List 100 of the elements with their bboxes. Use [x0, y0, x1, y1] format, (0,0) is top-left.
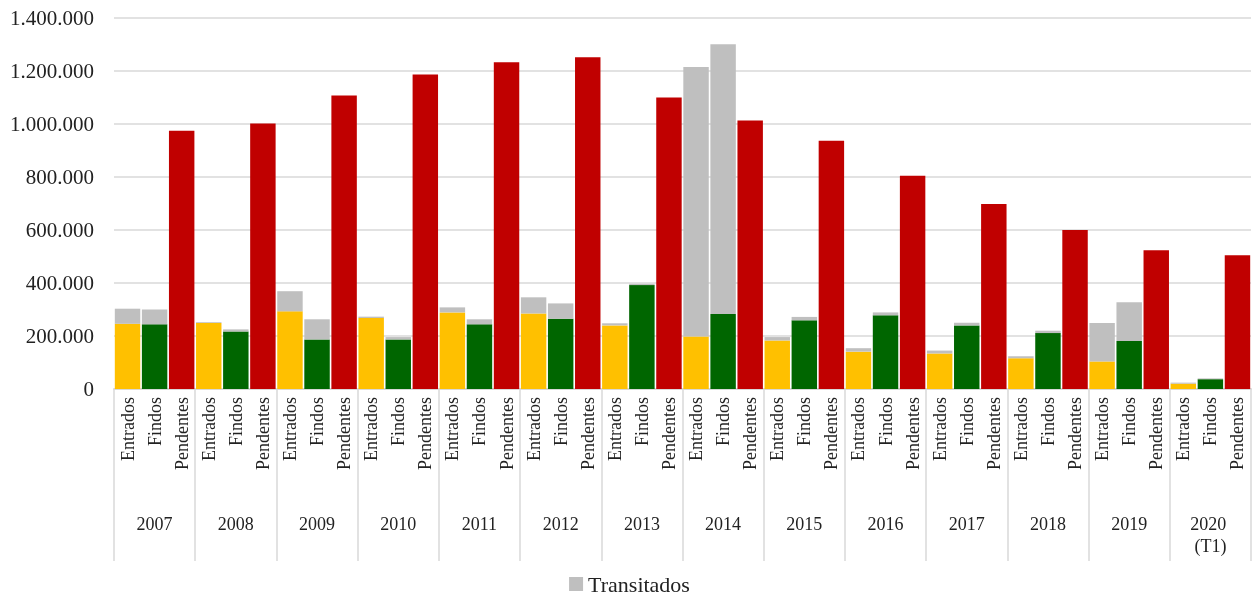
bar [845, 348, 872, 352]
text: 2009 [299, 514, 336, 534]
bar [791, 320, 818, 389]
x-tick-label: Findos [225, 397, 246, 447]
x-tick-label: Pendentes [1227, 397, 1248, 470]
bar [223, 331, 249, 389]
bar [981, 204, 1007, 389]
x-tick-label: Entrados [1092, 397, 1113, 461]
text: 2007 [136, 514, 173, 534]
bar [439, 307, 466, 313]
bar [1089, 361, 1115, 389]
bar [141, 324, 168, 389]
x-tick-label: Pendentes [821, 397, 842, 470]
x-tick-label: Findos [1119, 397, 1140, 447]
x-tick-label: Pendentes [983, 397, 1004, 470]
bar [358, 317, 384, 389]
bar [331, 95, 357, 389]
bar [764, 337, 790, 341]
x-tick-label: Entrados [523, 397, 544, 461]
bar [223, 329, 249, 332]
bar [385, 339, 411, 389]
y-tick-label: 1.200.000 [10, 59, 94, 83]
x-tick-label: Findos [794, 397, 815, 447]
x-tick-label: Pendentes [658, 397, 679, 470]
bar [845, 351, 872, 389]
x-tick-label: Findos [1037, 397, 1058, 447]
bar [710, 314, 736, 389]
text: 2014 [705, 514, 742, 534]
bar [114, 323, 141, 389]
bar [954, 325, 980, 389]
text: 2010 [380, 514, 417, 534]
x-tick-label: Entrados [442, 397, 463, 461]
text: 2013 [623, 514, 660, 534]
x-tick-label: Findos [631, 397, 652, 447]
bar [168, 130, 195, 389]
x-tick-label: Entrados [198, 397, 219, 461]
y-tick-label: 600.000 [25, 218, 94, 242]
text: 2019 [1111, 514, 1148, 534]
bar [1116, 341, 1142, 389]
x-tick-label: Pendentes [171, 397, 192, 470]
y-tick-label: 200.000 [25, 324, 94, 348]
bar [1008, 356, 1034, 359]
bar [466, 324, 493, 389]
bar [1224, 255, 1251, 389]
text: 2015 [786, 514, 823, 534]
x-tick-label: Entrados [1173, 397, 1194, 461]
x-tick-label: Findos [469, 397, 490, 447]
x-tick-label: Pendentes [902, 397, 923, 470]
bar [737, 120, 763, 389]
text: 2008 [217, 514, 254, 534]
x-tick-label: Entrados [361, 397, 382, 461]
bar [547, 318, 574, 389]
bar [872, 315, 899, 389]
x-tick-label: Findos [875, 397, 896, 447]
bar [196, 323, 222, 389]
bar [304, 339, 330, 389]
text: 2016 [867, 514, 904, 534]
x-tick-label: Entrados [929, 397, 950, 461]
bar [466, 319, 493, 325]
bar [683, 336, 709, 389]
bar [412, 74, 439, 389]
bar [899, 175, 926, 389]
y-tick-label: 1.400.000 [10, 6, 94, 30]
bar [277, 311, 303, 389]
text: 2018 [1029, 514, 1066, 534]
y-tick-label: 0 [83, 377, 94, 401]
bar [656, 97, 682, 389]
x-tick-label: Pendentes [496, 397, 517, 470]
bar [629, 285, 655, 389]
bar [818, 140, 845, 389]
x-tick-label: Pendentes [577, 397, 598, 470]
x-tick-label: Pendentes [1065, 397, 1086, 470]
x-tick-label: Findos [307, 397, 328, 447]
x-tick-label: Entrados [686, 397, 707, 461]
bar [1170, 383, 1197, 389]
bar [520, 297, 547, 314]
y-tick-label: 800.000 [25, 165, 94, 189]
bar [141, 309, 168, 325]
x-tick-label: Findos [550, 397, 571, 447]
bar [493, 62, 520, 389]
bar [602, 323, 628, 326]
bar [1008, 358, 1034, 389]
text: 2020 (T1) [1190, 514, 1231, 557]
x-tick-label: Entrados [767, 397, 788, 461]
bar [1197, 379, 1224, 389]
x-tick-label: Pendentes [252, 397, 273, 470]
bar [547, 303, 574, 319]
x-tick-label: Pendentes [740, 397, 761, 470]
text: 2017 [948, 514, 985, 534]
y-tick-label: 1.000.000 [10, 112, 94, 136]
bar [439, 312, 466, 389]
bar [250, 123, 276, 389]
x-tick-label: Findos [144, 397, 165, 447]
text: 2011 [461, 514, 498, 534]
legend-label: Transitados [588, 571, 690, 597]
x-tick-label: Entrados [117, 397, 138, 461]
bar [277, 291, 303, 312]
x-tick-label: Entrados [604, 397, 625, 461]
x-tick-label: Entrados [279, 397, 300, 461]
x-tick-label: Findos [956, 397, 977, 447]
